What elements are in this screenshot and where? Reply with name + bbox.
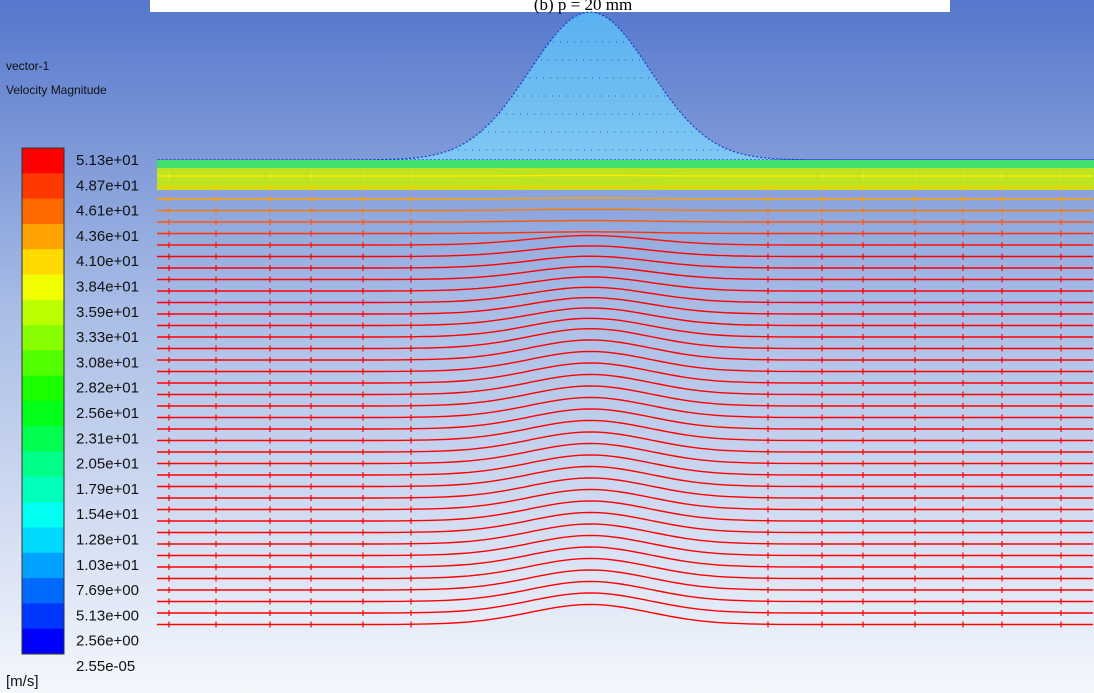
- colorbar-label: 1.54e+01: [76, 506, 139, 523]
- colorbar-band: [22, 502, 64, 528]
- colorbar-label: 4.36e+01: [76, 228, 139, 245]
- colorbar-band: [22, 325, 64, 351]
- colorbar-label: 2.56e+01: [76, 405, 139, 422]
- colorbar-label: 5.13e+01: [76, 152, 139, 169]
- colorbar: 5.13e+01 4.87e+01 4.61e+01 4.36e+01 4.10e+01…: [22, 148, 139, 675]
- colorbar-band: [22, 300, 64, 326]
- colorbar-label: 2.56e+00: [76, 633, 139, 650]
- colorbar-label: 2.55e-05: [76, 658, 135, 675]
- colorbar-band: [22, 249, 64, 275]
- colorbar-band: [22, 376, 64, 402]
- colorbar-band: [22, 275, 64, 301]
- viewport: vector-1 Velocity Magnitude 5.13e+01 4.87…: [0, 0, 1094, 693]
- colorbar-label: 2.82e+01: [76, 380, 139, 397]
- colorbar-band: [22, 148, 64, 174]
- colorbar-band: [22, 199, 64, 225]
- colorbar-label: 1.03e+01: [76, 557, 139, 574]
- colorbar-band: [22, 426, 64, 452]
- colorbar-label: 2.05e+01: [76, 456, 139, 473]
- colorbar-band: [22, 224, 64, 250]
- colorbar-label: 3.84e+01: [76, 279, 139, 296]
- colorbar-label: 4.87e+01: [76, 177, 139, 194]
- colorbar-band: [22, 350, 64, 376]
- colorbar-band: [22, 477, 64, 503]
- colorbar-label: 2.31e+01: [76, 430, 139, 447]
- colorbar-band: [22, 578, 64, 604]
- vector-row: [157, 187, 1093, 188]
- colorbar-band: [22, 173, 64, 199]
- legend-name: vector-1: [6, 59, 50, 73]
- colorbar-label: 7.69e+00: [76, 582, 139, 599]
- vector-row: [157, 176, 1093, 177]
- colorbar-label: 4.61e+01: [76, 203, 139, 220]
- figure-title: (b) p = 20 mm: [534, 0, 632, 14]
- surface-band-top: [157, 160, 1094, 168]
- colorbar-band: [22, 603, 64, 629]
- colorbar-band: [22, 553, 64, 579]
- colorbar-band: [22, 452, 64, 478]
- colorbar-label: 3.59e+01: [76, 304, 139, 321]
- colorbar-label: 3.33e+01: [76, 329, 139, 346]
- colorbar-band: [22, 401, 64, 427]
- legend-unit: [m/s]: [6, 673, 39, 690]
- colorbar-band: [22, 528, 64, 554]
- colorbar-label: 4.10e+01: [76, 253, 139, 270]
- colorbar-label: 1.28e+01: [76, 532, 139, 549]
- colorbar-band: [22, 629, 64, 655]
- legend-quantity: Velocity Magnitude: [6, 83, 107, 97]
- colorbar-label: 1.79e+01: [76, 481, 139, 498]
- colorbar-label: 5.13e+00: [76, 607, 139, 624]
- colorbar-label: 3.08e+01: [76, 354, 139, 371]
